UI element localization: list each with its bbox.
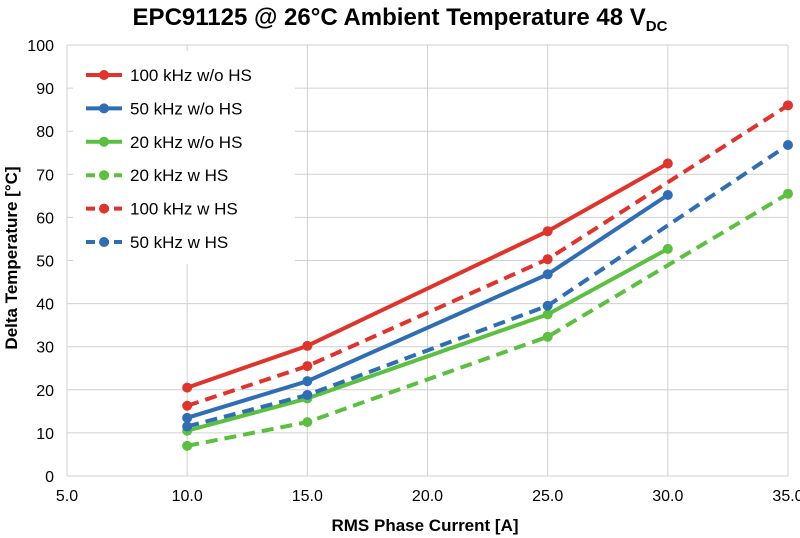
data-point [182, 421, 193, 432]
data-point [542, 331, 553, 342]
x-tick-label: 30.0 [652, 488, 683, 505]
y-tick-label: 60 [36, 210, 54, 227]
series-group [182, 100, 793, 451]
data-point [302, 417, 313, 428]
series-line [186, 247, 669, 433]
data-point [783, 139, 793, 150]
series-3 [182, 188, 793, 451]
legend-label: 20 kHz w HS [130, 166, 228, 185]
data-point [302, 361, 313, 372]
legend-marker [99, 103, 109, 114]
series-5 [182, 139, 793, 432]
data-point [662, 189, 673, 200]
y-tick-label: 80 [36, 124, 54, 141]
x-tick-label: 15.0 [292, 488, 323, 505]
data-point [182, 412, 193, 423]
legend-item: 20 kHz w/o HS [86, 133, 242, 152]
legend-item: 100 kHz w HS [86, 200, 238, 219]
data-point [302, 340, 313, 351]
y-tick-label: 0 [45, 469, 54, 486]
y-tick-label: 70 [36, 167, 54, 184]
legend-marker [99, 70, 109, 80]
x-axis-label: RMS Phase Current [A] [331, 516, 518, 535]
legend-item: 20 kHz w HS [86, 166, 228, 185]
legend-label: 100 kHz w HS [130, 200, 238, 219]
legend-marker [99, 170, 109, 181]
series-line [186, 143, 790, 429]
legend-label: 100 kHz w/o HS [130, 66, 252, 85]
data-point [182, 382, 193, 393]
legend-marker [99, 237, 109, 247]
y-tick-label: 30 [36, 340, 54, 357]
data-point [783, 100, 793, 111]
y-tick-label: 50 [36, 254, 54, 271]
legend-background [73, 51, 295, 264]
data-point [662, 243, 673, 254]
legend: 100 kHz w/o HS 50 kHz w/o HS 20 kHz w/o HS… [73, 51, 295, 264]
series-0 [182, 158, 673, 393]
legend-item: 50 kHz w HS [86, 233, 228, 252]
legend-marker [99, 136, 109, 147]
y-tick-label: 40 [36, 297, 54, 314]
legend-marker [99, 203, 109, 214]
y-tick-label: 10 [36, 426, 54, 443]
x-tick-label: 5.0 [56, 488, 78, 505]
y-tick-label: 100 [27, 38, 54, 55]
x-tick-label: 10.0 [172, 488, 203, 505]
legend-item: 100 kHz w/o HS [86, 66, 252, 85]
data-point [542, 300, 553, 311]
y-tick-label: 20 [36, 383, 54, 400]
data-point [542, 226, 553, 237]
series-line [186, 161, 669, 390]
x-tick-label: 25.0 [532, 488, 563, 505]
y-tick-label: 90 [36, 81, 54, 98]
legend-label: 50 kHz w HS [130, 233, 228, 252]
legend-item: 50 kHz w/o HS [86, 99, 242, 118]
series-line [186, 193, 669, 420]
y-axis-label: Delta Temperature [°C] [2, 166, 21, 349]
data-point [542, 309, 553, 320]
chart-title: EPC91125 @ 26°C Ambient Temperature 48 V… [0, 4, 800, 35]
data-point [302, 389, 313, 400]
series-line [186, 103, 790, 408]
data-point [542, 269, 553, 280]
data-point [182, 440, 193, 451]
data-point [783, 188, 793, 199]
chart-title-subscript: DC [645, 17, 668, 35]
legend-label: 50 kHz w/o HS [130, 99, 242, 118]
data-point [182, 400, 193, 411]
chart-title-text: EPC91125 @ 26°C Ambient Temperature 48 V [132, 4, 646, 31]
series-line [186, 191, 790, 448]
data-point [542, 254, 553, 265]
data-point [662, 158, 673, 169]
series-1 [182, 189, 673, 423]
tick-labels: 0 10 20 30 40 50 60 70 80 90 100 5.0 10.0 15.0 20.0 25.… [27, 38, 800, 505]
x-tick-label: 35.0 [772, 488, 800, 505]
data-point [302, 376, 313, 387]
x-tick-label: 20.0 [412, 488, 443, 505]
series-4 [182, 100, 793, 411]
legend-label: 20 kHz w/o HS [130, 133, 242, 152]
